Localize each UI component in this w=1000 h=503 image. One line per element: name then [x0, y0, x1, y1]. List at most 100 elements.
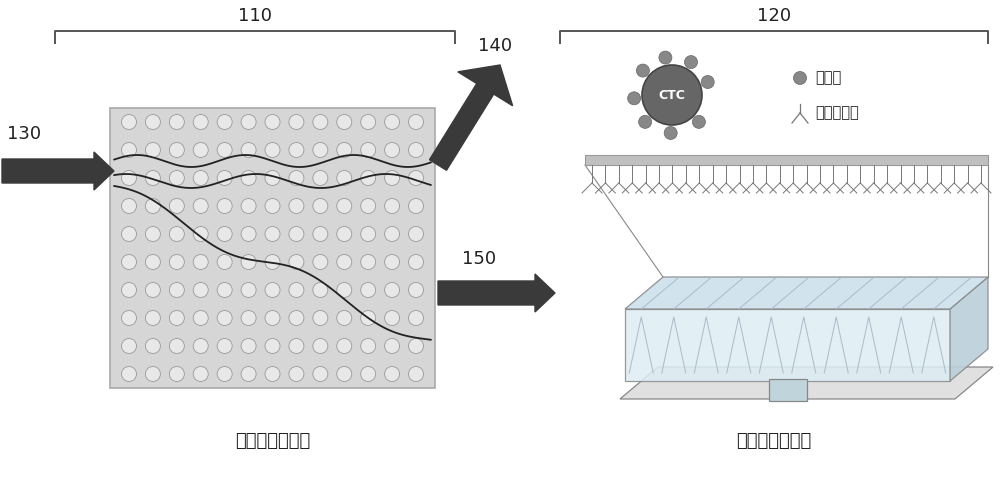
Circle shape	[241, 255, 256, 270]
Circle shape	[408, 171, 423, 186]
Circle shape	[217, 339, 232, 354]
Circle shape	[337, 283, 352, 297]
Circle shape	[122, 339, 136, 354]
Circle shape	[408, 255, 423, 270]
Circle shape	[385, 283, 400, 297]
Bar	[110, 108, 435, 388]
Circle shape	[241, 310, 256, 325]
Circle shape	[145, 255, 160, 270]
Circle shape	[217, 171, 232, 186]
Circle shape	[217, 283, 232, 297]
Circle shape	[241, 367, 256, 381]
Circle shape	[313, 115, 328, 129]
Circle shape	[289, 199, 304, 213]
Circle shape	[169, 199, 184, 213]
Circle shape	[241, 226, 256, 241]
Circle shape	[241, 115, 256, 129]
Circle shape	[313, 255, 328, 270]
Circle shape	[639, 115, 652, 128]
Circle shape	[193, 226, 208, 241]
Circle shape	[241, 171, 256, 186]
Circle shape	[145, 199, 160, 213]
Circle shape	[193, 255, 208, 270]
Circle shape	[122, 199, 136, 213]
Circle shape	[361, 339, 376, 354]
Circle shape	[145, 367, 160, 381]
Circle shape	[408, 199, 423, 213]
Circle shape	[169, 226, 184, 241]
Circle shape	[169, 115, 184, 129]
Circle shape	[385, 226, 400, 241]
Circle shape	[217, 115, 232, 129]
Circle shape	[313, 199, 328, 213]
Circle shape	[636, 64, 649, 77]
Circle shape	[289, 367, 304, 381]
Circle shape	[385, 367, 400, 381]
Bar	[768, 379, 806, 401]
Circle shape	[265, 226, 280, 241]
Circle shape	[265, 255, 280, 270]
Circle shape	[361, 115, 376, 129]
Circle shape	[684, 56, 698, 68]
Circle shape	[385, 142, 400, 157]
Circle shape	[385, 199, 400, 213]
Circle shape	[145, 283, 160, 297]
Circle shape	[217, 255, 232, 270]
Circle shape	[169, 339, 184, 354]
Circle shape	[692, 115, 705, 128]
Circle shape	[313, 283, 328, 297]
Circle shape	[145, 339, 160, 354]
Polygon shape	[430, 65, 513, 171]
Circle shape	[361, 310, 376, 325]
Circle shape	[408, 115, 423, 129]
Circle shape	[289, 283, 304, 297]
Circle shape	[313, 310, 328, 325]
Circle shape	[265, 199, 280, 213]
Circle shape	[642, 65, 702, 125]
Circle shape	[169, 310, 184, 325]
Circle shape	[313, 367, 328, 381]
Circle shape	[628, 92, 641, 105]
Circle shape	[289, 226, 304, 241]
Circle shape	[122, 255, 136, 270]
Circle shape	[659, 51, 672, 64]
Circle shape	[361, 367, 376, 381]
Circle shape	[337, 339, 352, 354]
Text: 150: 150	[462, 250, 496, 268]
Circle shape	[408, 142, 423, 157]
Circle shape	[361, 171, 376, 186]
Text: 140: 140	[478, 37, 512, 55]
Circle shape	[313, 171, 328, 186]
Circle shape	[169, 142, 184, 157]
Circle shape	[241, 142, 256, 157]
Circle shape	[408, 339, 423, 354]
Circle shape	[217, 367, 232, 381]
Circle shape	[217, 142, 232, 157]
Circle shape	[122, 115, 136, 129]
Circle shape	[169, 171, 184, 186]
Circle shape	[289, 310, 304, 325]
Circle shape	[122, 283, 136, 297]
Circle shape	[408, 367, 423, 381]
Circle shape	[408, 310, 423, 325]
Circle shape	[361, 142, 376, 157]
Circle shape	[289, 171, 304, 186]
Circle shape	[122, 310, 136, 325]
Text: 基于尺寸的分选: 基于尺寸的分选	[235, 432, 310, 450]
Circle shape	[385, 115, 400, 129]
Circle shape	[361, 226, 376, 241]
Text: 130: 130	[7, 125, 41, 143]
Circle shape	[169, 367, 184, 381]
Circle shape	[122, 171, 136, 186]
Circle shape	[241, 283, 256, 297]
Text: 110: 110	[238, 7, 272, 25]
Text: 血小板抗体: 血小板抗体	[815, 106, 859, 121]
Circle shape	[193, 171, 208, 186]
Circle shape	[313, 226, 328, 241]
Circle shape	[337, 115, 352, 129]
Circle shape	[122, 367, 136, 381]
Circle shape	[145, 310, 160, 325]
Circle shape	[193, 310, 208, 325]
Circle shape	[337, 171, 352, 186]
Circle shape	[794, 71, 806, 85]
